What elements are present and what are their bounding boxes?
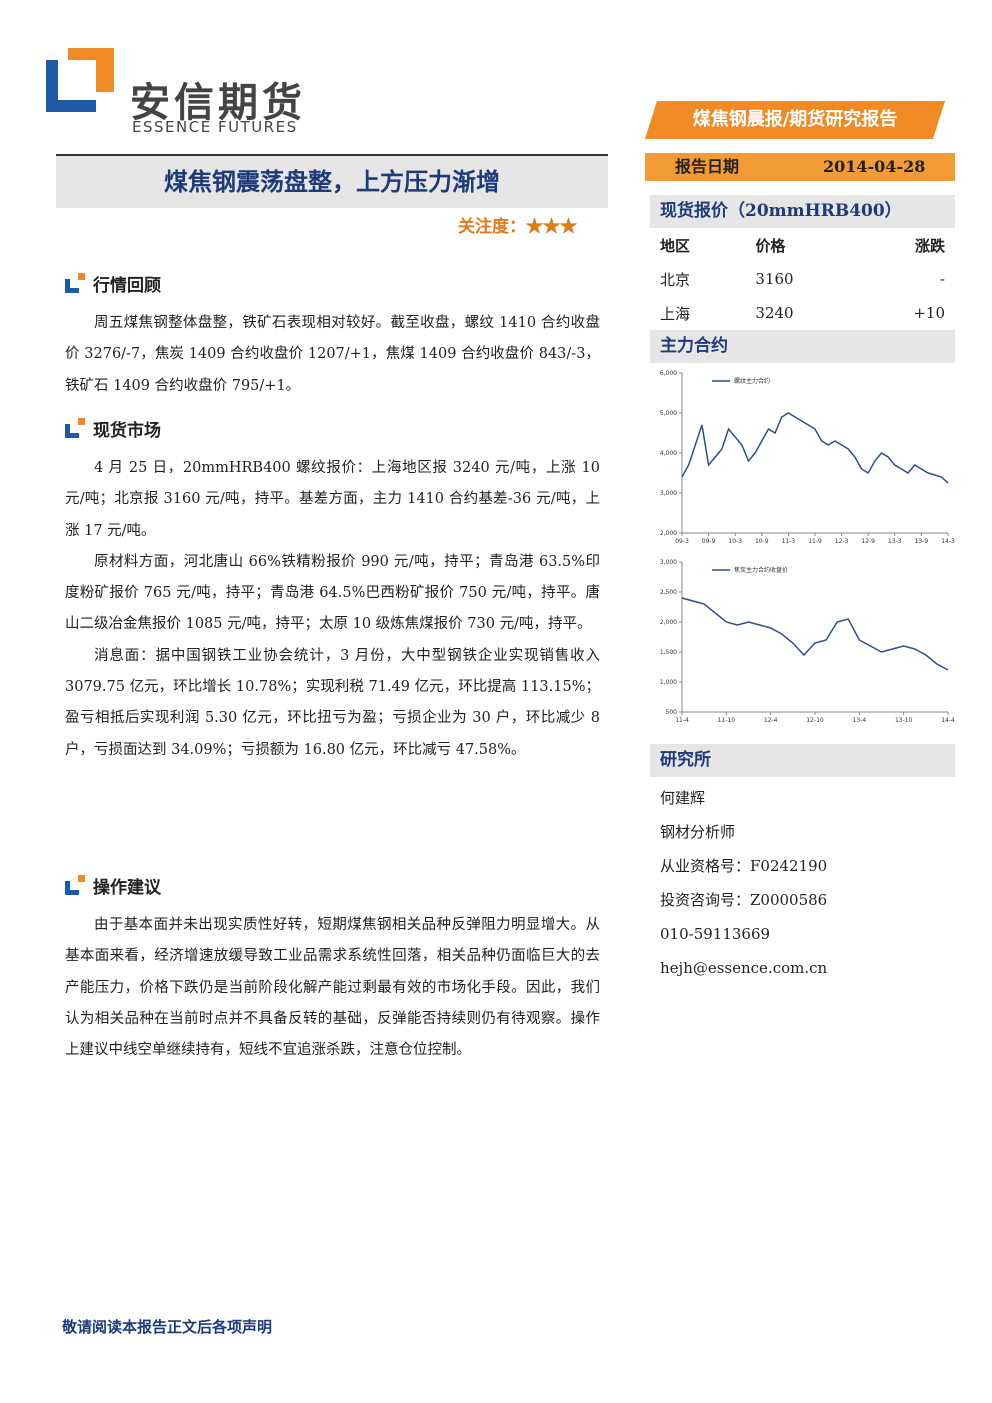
legend-label: 焦炭主力合约收盘价 (734, 566, 788, 574)
sidebar-heading: 主力合约 (650, 330, 955, 363)
y-tick-label: 500 (666, 709, 678, 716)
cell: 3240 (755, 304, 794, 322)
y-tick-label: 5,000 (660, 410, 677, 417)
th: 价格 (755, 236, 786, 255)
sidebar-heading: 研究所 (650, 744, 955, 777)
sidebar: 现货报价（20mmHRB400） 地区 价格 涨跌 北京 3160 - 上海 3240 +1… (650, 195, 955, 985)
line (681, 412, 949, 484)
cell: - (939, 270, 945, 288)
x-tick-label: 12-4 (764, 717, 778, 724)
y-tick-label: 2,000 (660, 619, 677, 626)
heading: 行情回顾 (93, 276, 161, 296)
y-tick-label: 4,000 (660, 450, 677, 457)
sidebar-heading: 现货报价（20mmHRB400） (650, 195, 955, 228)
logo-en: ESSENCE FUTURES (132, 118, 298, 136)
contact: hejh@essence.com.cn (660, 959, 828, 977)
x-tick-label: 13-10 (895, 717, 913, 724)
cell: 3160 (755, 270, 794, 288)
y-tick-label: 1,000 (660, 679, 677, 686)
logo-icon (46, 48, 114, 112)
cell: 北京 (660, 270, 691, 289)
contact: 投资咨询号：Z0000586 (660, 891, 828, 909)
date: 2014-04-28 (823, 157, 926, 176)
contacts: 何建辉 钢材分析师 从业资格号：F0242190 投资咨询号：Z0000586 … (650, 781, 955, 985)
logo-cn: 安信期货 (130, 80, 306, 126)
heading: 操作建议 (93, 878, 161, 898)
paragraph: 消息面：据中国钢铁工业协会统计，3 月份，大中型钢铁企业实现销售收入 3079.… (65, 647, 600, 758)
x-tick-label: 14-3 (941, 538, 955, 545)
date-label: 报告日期 (675, 157, 740, 176)
x-tick-label: 09-9 (702, 538, 716, 545)
legend-label: 螺纹主力合约 (734, 377, 770, 385)
paragraph: 由于基本面并未出现实质性好转，短期煤焦钢相关品种反弹阻力明显增大。从基本面来看，… (65, 917, 600, 1059)
footer: 敬请阅读本报告正文后各项声明 (62, 1318, 273, 1336)
x-tick-label: 12-3 (835, 538, 849, 545)
cell: +10 (913, 304, 945, 322)
y-tick-label: 6,000 (660, 370, 677, 377)
heading: 现货市场 (93, 421, 161, 441)
contact: 何建辉 (660, 789, 706, 807)
contact: 从业资格号：F0242190 (660, 857, 828, 875)
date-bar: 报告日期 2014-04-28 (645, 153, 955, 181)
x-tick-label: 11-10 (718, 717, 736, 724)
chart: 2,000 3,000 4,000 5,000 6,000 09-3 09-9 10-3 10-… (660, 370, 955, 545)
y-tick-label: 3,000 (660, 559, 677, 566)
price-table: 地区 价格 涨跌 北京 3160 - 上海 3240 +10 (650, 228, 955, 330)
banner: 煤焦钢晨报/期货研究报告 (645, 101, 945, 139)
x-tick-label: 11-4 (675, 717, 689, 724)
x-tick-label: 11-9 (808, 538, 822, 545)
x-tick-label: 09-3 (675, 538, 689, 545)
line (681, 597, 949, 671)
contact: 钢材分析师 (660, 823, 736, 841)
x-tick-label: 13-3 (888, 538, 902, 545)
y-tick-label: 1,500 (660, 649, 677, 656)
y-tick-label: 2,000 (660, 530, 677, 537)
contact: 010-59113669 (660, 925, 771, 943)
title: 煤焦钢震荡盘整，上方压力渐增 (56, 154, 608, 208)
x-tick-label: 10-9 (755, 538, 769, 545)
th: 涨跌 (914, 236, 945, 255)
th: 地区 (660, 236, 691, 255)
paragraph: 4 月 25 日，20mmHRB400 螺纹报价：上海地区报 3240 元/吨，… (65, 460, 600, 539)
x-tick-label: 10-3 (728, 538, 742, 545)
x-tick-label: 14-4 (941, 717, 955, 724)
section: 行情回顾 周五煤焦钢整体盘整，铁矿石表现相对较好。截至收盘，螺纹 1410 合约… (65, 272, 600, 402)
y-tick-label: 2,500 (660, 589, 677, 596)
section: 现货市场 4 月 25 日，20mmHRB400 螺纹报价：上海地区报 3240… (65, 417, 600, 766)
section: 操作建议 由于基本面并未出现实质性好转，短期煤焦钢相关品种反弹阻力明显增大。从基… (65, 874, 600, 1066)
y-tick-label: 3,000 (660, 490, 677, 497)
attention: 关注度：★★★ (458, 217, 577, 237)
x-tick-label: 13-9 (915, 538, 929, 545)
x-tick-label: 13-4 (853, 717, 867, 724)
cell: 上海 (660, 304, 691, 323)
x-tick-label: 12-10 (806, 717, 824, 724)
x-tick-label: 11-3 (782, 538, 796, 545)
paragraph: 原材料方面，河北唐山 66%铁精粉报价 990 元/吨，持平；青岛港 63.5%… (65, 553, 600, 633)
chart: 500 1,000 1,500 2,000 2,500 3,000 11-4 11-10 12-… (660, 559, 955, 724)
paragraph: 周五煤焦钢整体盘整，铁矿石表现相对较好。截至收盘，螺纹 1410 合约收盘价 3… (65, 315, 600, 394)
x-tick-label: 12-9 (861, 538, 875, 545)
